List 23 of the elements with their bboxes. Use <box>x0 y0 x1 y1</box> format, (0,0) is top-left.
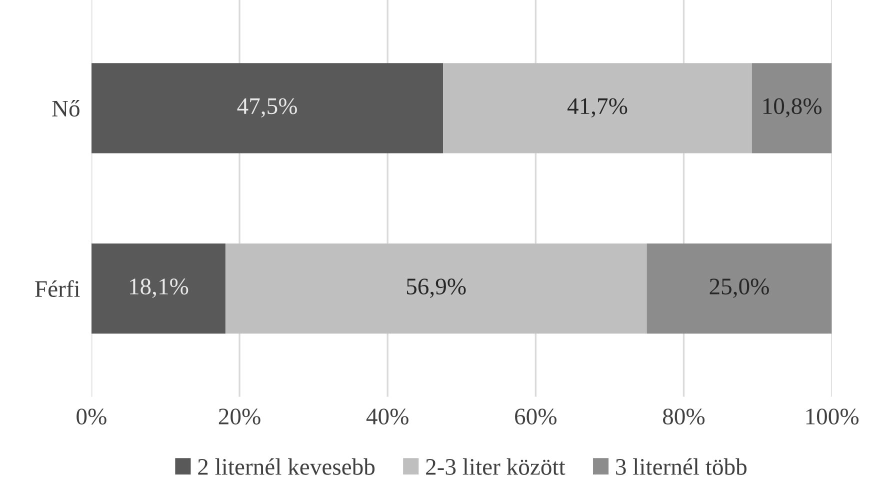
data-label: 47,5% <box>237 98 297 118</box>
legend-label: 3 liternél több <box>616 458 746 475</box>
bar <box>646 243 832 334</box>
bar <box>752 63 832 154</box>
data-label: 18,1% <box>130 278 188 298</box>
x-tick-label: 0% <box>76 408 106 425</box>
data-label: 56,9% <box>406 278 466 298</box>
bar <box>443 63 752 154</box>
x-tick-label: 40% <box>366 408 408 425</box>
data-label: 25,0% <box>710 278 769 298</box>
x-tick-label: 60% <box>515 408 556 425</box>
bar <box>91 63 444 154</box>
x-tick-label: 100% <box>806 408 859 425</box>
legend-label: 2-3 liter között <box>426 458 566 475</box>
x-tick-label: 80% <box>662 408 705 425</box>
bar <box>91 243 226 334</box>
bar <box>225 243 647 334</box>
y-tick-label: Nő <box>52 100 80 117</box>
legend-label: 2 liternél kevesebb <box>198 458 375 475</box>
data-label: 41,7% <box>567 98 628 118</box>
y-tick-label: Férfi <box>35 280 80 298</box>
x-tick-label: 20% <box>218 408 260 425</box>
data-label: 10,8% <box>763 98 822 118</box>
